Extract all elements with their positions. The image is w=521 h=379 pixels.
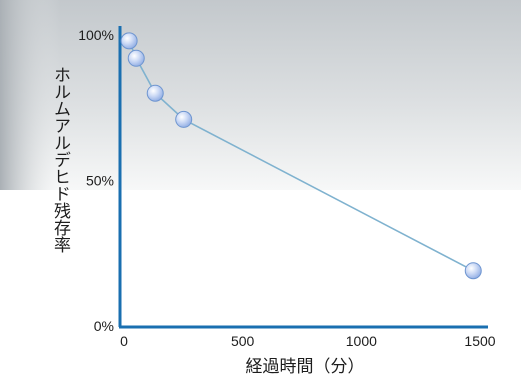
background-white-area [0,190,521,379]
data-point [127,49,145,67]
x-tick-label: 1500 [464,333,495,349]
data-point [146,84,164,102]
y-axis-label: ホルムアルデヒド残存率 [50,66,70,253]
x-axis-label: 経過時間（分） [246,357,365,377]
background-texture [0,0,521,190]
y-tick-label: 100% [78,27,114,43]
x-tick-label: 0 [120,333,128,349]
data-point [175,110,193,128]
y-tick-label: 50% [86,173,114,189]
data-point [120,32,138,50]
x-tick-label: 500 [231,333,255,349]
data-point [464,262,482,280]
x-tick-label: 1000 [346,333,377,349]
y-tick-label: 0% [94,318,114,334]
